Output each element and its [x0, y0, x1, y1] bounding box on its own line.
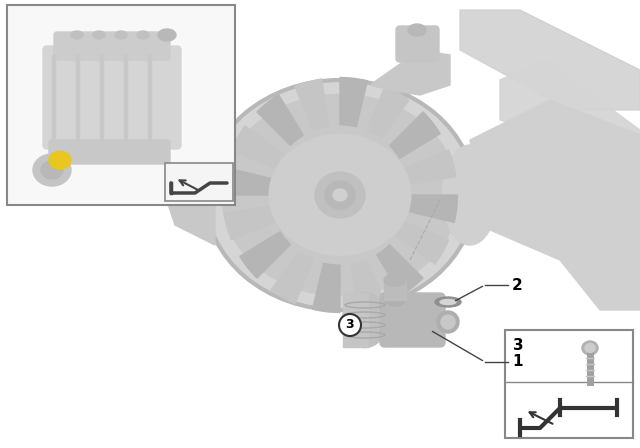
Ellipse shape [41, 161, 63, 179]
Ellipse shape [33, 154, 71, 186]
Wedge shape [224, 206, 275, 240]
Wedge shape [257, 95, 303, 145]
Wedge shape [405, 150, 456, 184]
Ellipse shape [437, 311, 459, 333]
Wedge shape [367, 86, 409, 138]
Wedge shape [240, 232, 291, 278]
Wedge shape [223, 168, 272, 195]
Polygon shape [370, 50, 450, 95]
Ellipse shape [408, 24, 426, 36]
Ellipse shape [582, 341, 598, 355]
Bar [7, 5, 235, 205]
Bar [384, 280, 406, 300]
Wedge shape [390, 112, 440, 158]
Bar [76, 55, 79, 143]
Bar [148, 55, 151, 143]
Ellipse shape [71, 31, 83, 39]
Ellipse shape [137, 31, 149, 39]
Bar [343, 293, 368, 347]
Ellipse shape [435, 297, 461, 307]
Circle shape [339, 314, 361, 336]
Ellipse shape [442, 145, 497, 245]
Ellipse shape [342, 293, 387, 348]
Wedge shape [232, 126, 284, 168]
Polygon shape [165, 145, 215, 245]
Ellipse shape [384, 274, 406, 286]
Ellipse shape [49, 151, 71, 169]
Text: 2: 2 [512, 277, 523, 293]
Ellipse shape [222, 95, 458, 296]
Bar [165, 163, 233, 201]
Bar [124, 55, 127, 143]
FancyBboxPatch shape [396, 26, 439, 62]
Polygon shape [460, 10, 640, 110]
Polygon shape [500, 60, 640, 175]
Ellipse shape [315, 172, 365, 218]
Ellipse shape [158, 29, 176, 41]
Text: 3: 3 [346, 319, 355, 332]
Ellipse shape [325, 181, 355, 209]
Polygon shape [470, 100, 640, 310]
Wedge shape [408, 195, 458, 222]
FancyBboxPatch shape [380, 293, 445, 347]
Bar [100, 55, 103, 143]
Wedge shape [397, 222, 449, 264]
Wedge shape [340, 78, 367, 127]
Bar [52, 55, 55, 143]
Ellipse shape [333, 189, 347, 201]
FancyBboxPatch shape [43, 46, 181, 149]
FancyBboxPatch shape [49, 140, 170, 164]
Wedge shape [312, 263, 340, 312]
Ellipse shape [384, 290, 406, 306]
Ellipse shape [115, 31, 127, 39]
Text: 1: 1 [512, 354, 522, 370]
Bar [505, 330, 633, 438]
FancyBboxPatch shape [54, 32, 170, 60]
Ellipse shape [205, 80, 475, 310]
Ellipse shape [93, 31, 105, 39]
Wedge shape [377, 245, 423, 295]
Wedge shape [351, 260, 385, 311]
Ellipse shape [269, 135, 411, 255]
Wedge shape [295, 79, 329, 130]
Wedge shape [271, 252, 313, 303]
Text: 3: 3 [513, 338, 524, 353]
Ellipse shape [585, 344, 595, 353]
Ellipse shape [440, 300, 456, 305]
Ellipse shape [441, 315, 455, 329]
